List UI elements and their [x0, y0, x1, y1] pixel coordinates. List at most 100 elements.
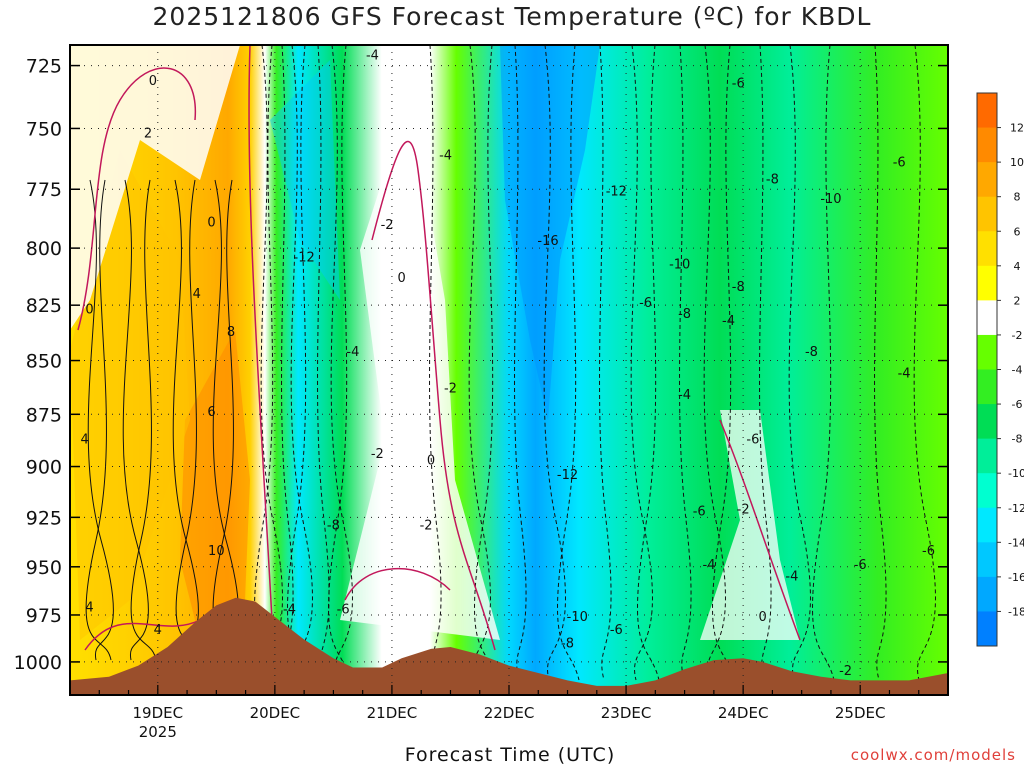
above-freezing-pocket: [340, 95, 500, 640]
contour-label: -2: [444, 382, 457, 397]
contour-label: -10: [567, 610, 588, 625]
contour-label: 0: [85, 303, 93, 318]
contour-label: -4: [678, 388, 691, 403]
contour-line-dashed: [260, 44, 283, 681]
contour-label: 10: [208, 544, 225, 559]
contour-label: -2: [381, 218, 394, 233]
contour-line-zero: [344, 568, 451, 601]
contour-line-dashed: [874, 44, 887, 681]
source-credit[interactable]: coolwx.com/models: [850, 746, 1016, 764]
colorbar: 12 10 8 6 4 2 -2 -4 -6 -8 -10 -12 -14 -16 -18: [976, 92, 1024, 647]
contour-label: -8: [766, 173, 779, 188]
contour-label: 0: [207, 215, 215, 230]
colorbar-swatch: [977, 369, 997, 405]
contour-line-zero: [77, 67, 197, 331]
colorbar-tick-label: -18: [1008, 605, 1024, 618]
contour-line-solid: [130, 179, 157, 661]
y-tick-label: 925: [26, 507, 62, 529]
colorbar-swatch: [977, 300, 997, 336]
contour-line-dashed: [679, 44, 692, 681]
contour-label: -4: [722, 314, 735, 329]
colorbar-tick-label: -10: [1008, 467, 1024, 480]
colorbar-tick-label: -14: [1008, 536, 1024, 549]
contour-line-dashed: [812, 44, 835, 681]
contour-label: -8: [805, 345, 818, 360]
warm-core-patch: [180, 330, 250, 640]
colorbar-tick-label: -8: [1012, 433, 1023, 446]
colorbar-tick-label: -12: [1008, 502, 1024, 515]
contour-label: -6: [610, 623, 623, 638]
contour-label: -6: [854, 558, 867, 573]
contour-line-zero: [371, 140, 496, 651]
y-tick-label: 1000: [14, 652, 62, 674]
contour-label: -2: [737, 502, 750, 517]
contour-label: -12: [294, 250, 315, 265]
contour-label: 4: [154, 623, 162, 638]
contour-line-dashed: [712, 44, 735, 681]
colorbar-swatch: [977, 127, 997, 163]
y-tick-label: 825: [26, 295, 62, 317]
contour-lines: [77, 44, 936, 681]
y-tick-label: 850: [26, 351, 62, 373]
colorbar-swatch: [977, 611, 997, 647]
contour-line-dashed: [759, 44, 772, 681]
x-tick-label: 19DEC: [133, 704, 184, 722]
x-axis-title: Forecast Time (UTC): [404, 744, 616, 766]
contour-label: 0: [398, 271, 406, 286]
contour-labels: 0 2 0 0 4 8 6 4 10 4 4 -4 -12 -2 0 -4 -4 -2 -2 0 -2 -8 -4 -6 -16…: [80, 48, 934, 679]
y-tick-label: 875: [26, 404, 62, 426]
contour-line-dashed: [637, 44, 660, 681]
contour-label: -8: [732, 280, 745, 295]
contour-label: -6: [639, 296, 652, 311]
cold-core-patch: [500, 45, 600, 420]
contour-label: -4: [785, 570, 798, 585]
contour-label: -6: [693, 504, 706, 519]
colorbar-swatch: [977, 231, 997, 267]
colorbar-swatch: [977, 438, 997, 474]
contour-label: -12: [606, 185, 627, 200]
contour-line-dashed: [328, 44, 351, 681]
contour-line-solid: [87, 179, 114, 661]
contour-label: -8: [561, 636, 574, 651]
contour-label: -4: [366, 48, 379, 63]
contour-line-zero: [248, 44, 273, 621]
x-tick-label: 24DEC: [718, 704, 769, 722]
colorbar-tick-label: 10: [1010, 156, 1024, 169]
contour-label: 4: [85, 600, 93, 615]
contour-line-dashed: [514, 44, 527, 681]
colorbar-tick-label: 6: [1014, 225, 1021, 238]
colorbar-tick-label: 4: [1014, 260, 1021, 273]
colorbar-swatch: [977, 576, 997, 612]
y-tick-label: 950: [26, 557, 62, 579]
colorbar-tick-label: -2: [1012, 329, 1023, 342]
cool-pocket: [270, 60, 340, 300]
contour-line-dashed: [330, 44, 353, 681]
contour-label: -6: [732, 76, 745, 91]
colorbar-swatch: [977, 404, 997, 440]
contour-line-dashed: [557, 44, 580, 681]
contour-label: -2: [420, 518, 433, 533]
colorbar-swatch: [977, 542, 997, 578]
contour-line-dashed: [474, 44, 497, 681]
y-tick-label: 800: [26, 238, 62, 260]
contour-line-dashed: [913, 44, 936, 681]
y-tick-label: 900: [26, 457, 62, 479]
contour-label: 4: [193, 287, 201, 302]
colorbar-tick-label: 12: [1010, 122, 1024, 135]
contour-label: -4: [346, 345, 359, 360]
contour-line-dashed: [429, 44, 442, 681]
colorbar-tick-label: -16: [1008, 571, 1024, 584]
y-tick-label: 975: [26, 605, 62, 627]
contour-label: -16: [537, 234, 558, 249]
terrain-surface: [70, 597, 948, 695]
contour-label: 0: [149, 74, 157, 89]
contour-line-dashed: [630, 44, 653, 681]
colorbar-swatch: [977, 507, 997, 543]
contour-line-zero: [84, 619, 201, 651]
contour-line-dashed: [788, 44, 811, 681]
contour-label: 6: [207, 405, 215, 420]
contour-label: -4: [439, 148, 452, 163]
contour-label: -6: [337, 602, 350, 617]
